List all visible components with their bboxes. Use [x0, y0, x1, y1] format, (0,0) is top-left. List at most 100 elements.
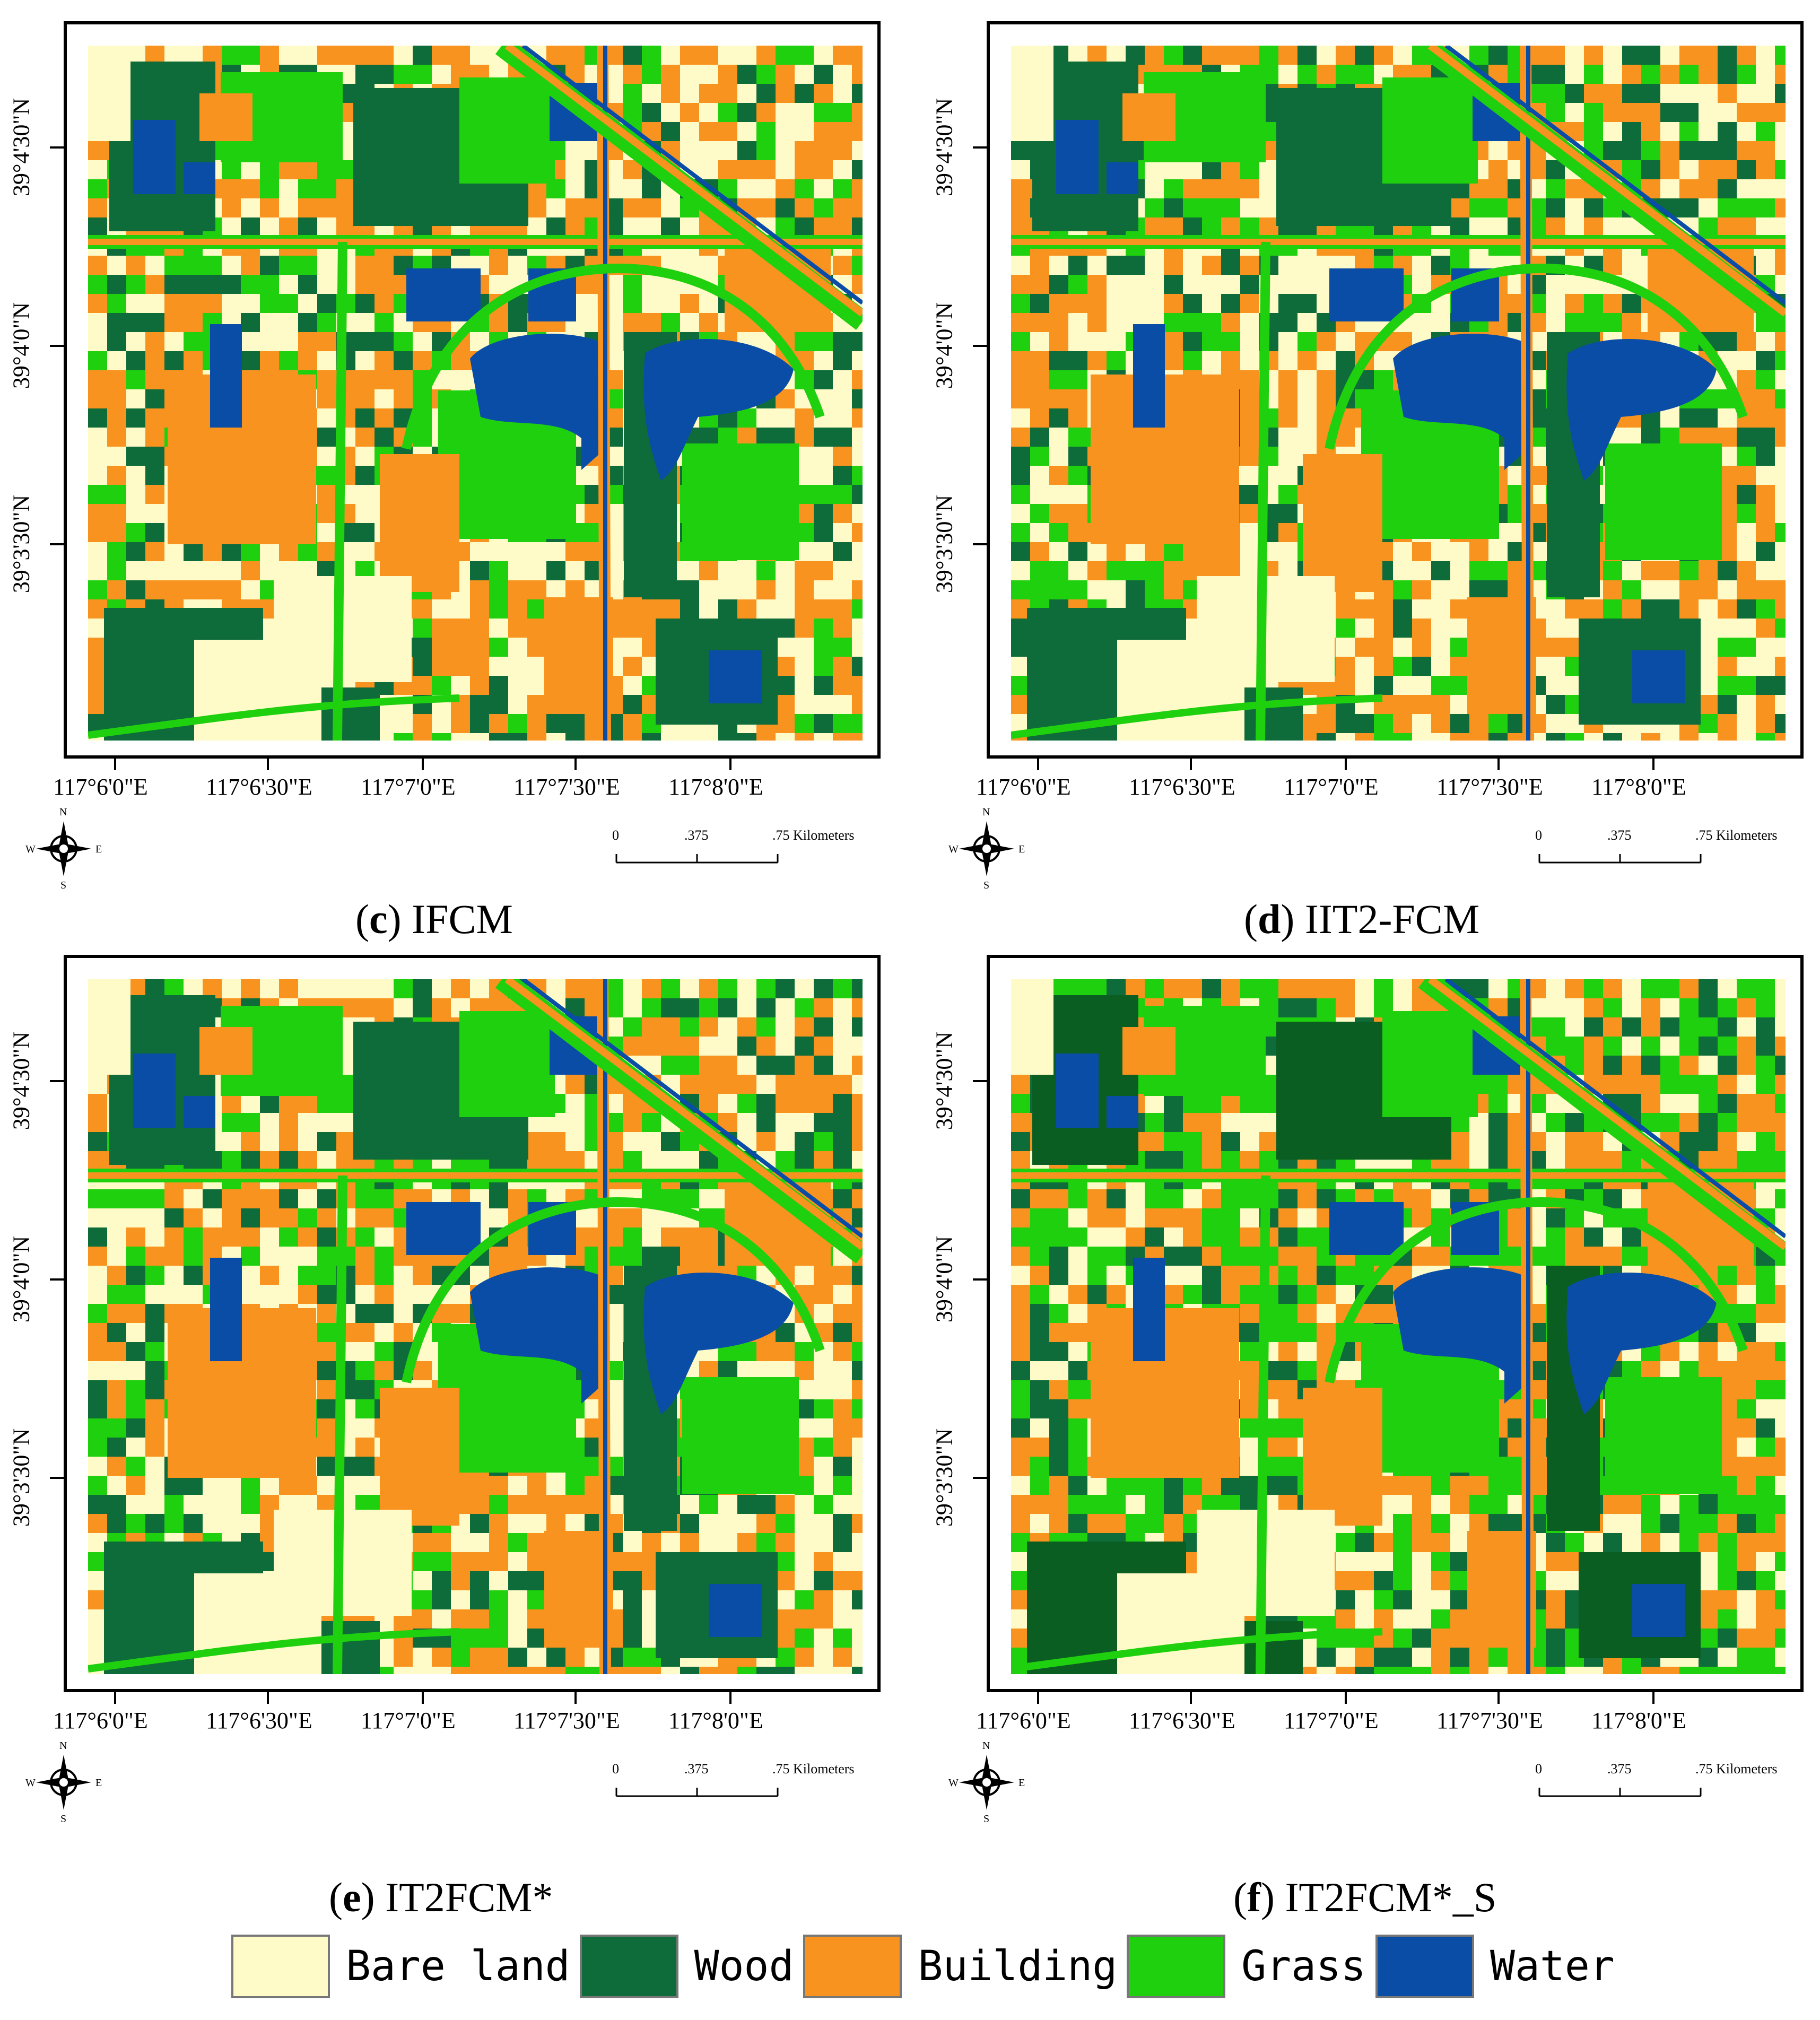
lat-tick	[973, 345, 987, 347]
scale-label-0: 0	[612, 828, 619, 843]
lat-tick	[973, 146, 987, 149]
lon-label: 117°7'30"E	[513, 774, 620, 800]
lat-label: 39°3'30"N	[8, 494, 34, 594]
compass-s: S	[60, 880, 67, 891]
lon-label: 117°6'0"E	[53, 774, 148, 800]
legend-swatch-wood	[579, 1935, 678, 1998]
compass-n: N	[59, 806, 67, 818]
lon-tick	[574, 756, 577, 770]
lon-tick	[1037, 1690, 1039, 1704]
scale-label-mid: .375	[684, 1761, 709, 1777]
caption-c: (c) IFCM	[355, 896, 513, 942]
lon-label: 117°8'0"E	[1591, 1708, 1686, 1734]
lat-tick	[50, 1477, 64, 1479]
scale-bar: 0 .375 .75 Kilometers	[1535, 1761, 1782, 1804]
lon-label: 117°6'0"E	[976, 1708, 1071, 1734]
lon-tick	[1345, 756, 1347, 770]
lat-label: 39°4'30"N	[8, 98, 34, 197]
compass-w: W	[948, 843, 959, 855]
legend-label-water: Water	[1490, 1943, 1615, 1990]
lat-tick	[50, 345, 64, 347]
lat-tick	[50, 1278, 64, 1281]
lon-label: 117°6'0"E	[53, 1708, 148, 1734]
compass-w: W	[25, 1777, 36, 1789]
scale-label-end: .75 Kilometers	[772, 1761, 855, 1777]
lon-label: 117°7'0"E	[1284, 1708, 1379, 1734]
compass-s: S	[983, 1813, 990, 1825]
lon-label: 117°8'0"E	[1591, 774, 1686, 800]
lon-label: 117°7'30"E	[1436, 774, 1543, 800]
compass-s: S	[983, 880, 990, 891]
lon-label: 117°7'30"E	[513, 1708, 620, 1734]
compass-e: E	[95, 843, 102, 855]
scale-label-0: 0	[1535, 828, 1542, 843]
lat-label: 39°4'30"N	[8, 1031, 34, 1130]
compass-icon: N S W E	[21, 806, 106, 891]
scale-label-end: .75 Kilometers	[1695, 828, 1778, 843]
lon-tick	[1497, 756, 1500, 770]
scale-label-0: 0	[612, 1761, 619, 1777]
legend-swatch-grass	[1127, 1935, 1226, 1998]
lon-tick	[422, 756, 424, 770]
lat-tick	[50, 1080, 64, 1082]
lon-tick	[267, 1690, 269, 1704]
legend-swatch-bare-land	[231, 1935, 330, 1998]
legend-swatch-building	[803, 1935, 902, 1998]
lon-tick	[1652, 756, 1654, 770]
compass-icon: N S W E	[21, 1740, 106, 1825]
scale-label-mid: .375	[1607, 828, 1632, 843]
lat-label: 39°4'0"N	[8, 302, 34, 389]
lon-label: 117°8'0"E	[668, 1708, 763, 1734]
map-frame	[987, 21, 1804, 759]
map-panel-iit2-fcm: 39°4'30"N 39°4'0"N 39°3'30"N 117°6'0"E 117°6…	[931, 21, 1804, 928]
lat-tick	[973, 1477, 987, 1479]
lon-label: 117°6'30"E	[206, 774, 312, 800]
compass-w: W	[25, 843, 36, 855]
legend-label-bare-land: Bare land	[346, 1943, 570, 1990]
lat-label: 39°4'0"N	[931, 302, 957, 389]
legend-label-grass: Grass	[1241, 1943, 1366, 1990]
classification-map	[88, 46, 863, 741]
compass-n: N	[982, 806, 990, 818]
lon-label: 117°6'30"E	[1129, 774, 1235, 800]
lon-tick	[1190, 1690, 1192, 1704]
lon-tick	[114, 756, 116, 770]
scale-label-end: .75 Kilometers	[772, 828, 855, 843]
map-frame	[987, 955, 1804, 1692]
lat-tick	[973, 1278, 987, 1281]
caption-f: (f) IT2FCM*_S	[1233, 1874, 1497, 1920]
lat-tick	[50, 146, 64, 149]
lat-label: 39°4'0"N	[8, 1235, 34, 1323]
classification-map	[88, 979, 863, 1674]
lon-label: 117°8'0"E	[668, 774, 763, 800]
scale-label-mid: .375	[1607, 1761, 1632, 1777]
map-panel-it2fcm-star: 39°4'30"N 39°4'0"N 39°3'30"N 117°6'0"E 117°6…	[8, 955, 881, 1862]
lon-tick	[574, 1690, 577, 1704]
legend-label-wood: Wood	[694, 1943, 794, 1990]
lon-label: 117°7'0"E	[1284, 774, 1379, 800]
lat-label: 39°3'30"N	[8, 1428, 34, 1527]
caption-e: (e) IT2FCM*	[329, 1874, 553, 1920]
scale-bar: 0 .375 .75 Kilometers	[1535, 828, 1782, 870]
map-frame	[64, 21, 881, 759]
classification-map	[1011, 979, 1786, 1674]
compass-s: S	[60, 1813, 67, 1825]
lon-label: 117°6'0"E	[976, 774, 1071, 800]
lon-tick	[1037, 756, 1039, 770]
lon-tick	[422, 1690, 424, 1704]
map-panel-it2fcm-star-s: 39°4'30"N 39°4'0"N 39°3'30"N 117°6'0"E 117°6…	[931, 955, 1804, 1862]
map-frame	[64, 955, 881, 1692]
scale-label-0: 0	[1535, 1761, 1542, 1777]
lon-label: 117°6'30"E	[1129, 1708, 1235, 1734]
map-panel-ifcm: 39°4'30"N 39°4'0"N 39°3'30"N 117°6'0"E 117°6…	[8, 21, 881, 928]
lon-label: 117°6'30"E	[206, 1708, 312, 1734]
legend-label-building: Building	[918, 1943, 1118, 1990]
lon-tick	[114, 1690, 116, 1704]
lat-tick	[973, 1080, 987, 1082]
lat-label: 39°4'0"N	[931, 1235, 957, 1323]
lat-label: 39°4'30"N	[931, 1031, 957, 1130]
lon-tick	[729, 756, 732, 770]
lat-tick	[50, 543, 64, 545]
lat-label: 39°3'30"N	[931, 494, 957, 594]
lon-tick	[1497, 1690, 1500, 1704]
